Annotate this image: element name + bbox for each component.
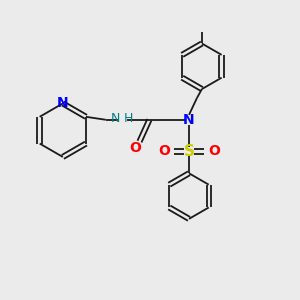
Text: N: N — [183, 113, 195, 127]
Text: O: O — [158, 145, 170, 158]
Text: O: O — [130, 140, 142, 154]
Text: H: H — [124, 112, 133, 125]
Text: S: S — [184, 144, 194, 159]
Text: N: N — [110, 112, 120, 125]
Text: O: O — [208, 145, 220, 158]
Text: N: N — [57, 96, 69, 110]
